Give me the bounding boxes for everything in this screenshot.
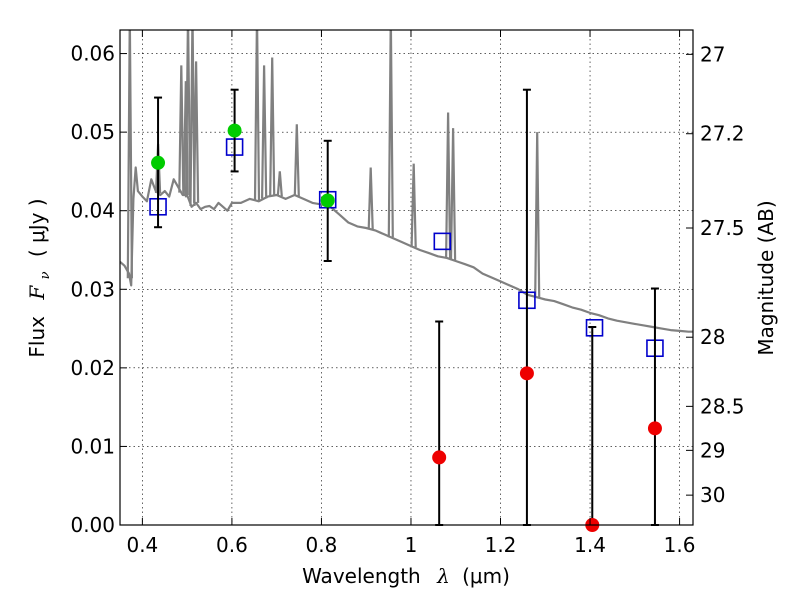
emission-line [534, 132, 541, 298]
x-tick-label: 1.6 [664, 533, 696, 557]
emission-line [276, 171, 283, 197]
emission-line [253, 30, 261, 201]
y-axis-label-unit: ( μJy ) [25, 198, 49, 257]
y2-tick-label: 28.5 [700, 394, 745, 418]
detected-point [227, 123, 242, 138]
model-photometry-point [585, 318, 604, 337]
emission-line [367, 167, 374, 230]
x-tick-label: 1 [405, 533, 418, 557]
x-tick-label: 1.2 [485, 533, 517, 557]
y-tick-label: 0.04 [70, 199, 115, 223]
emission-line [445, 112, 452, 259]
y-tick-label: 0.01 [70, 434, 115, 458]
y-tick-label: 0.06 [70, 42, 115, 66]
grid [120, 30, 693, 526]
y2-tick-label: 28 [700, 325, 725, 349]
emission-line [126, 30, 133, 279]
y-tick-label: 0.02 [70, 356, 115, 380]
y2-tick-label: 27.2 [700, 122, 745, 146]
emission-line [449, 128, 457, 261]
non-detected-point [519, 366, 534, 381]
y-tick-label: 0.03 [70, 277, 115, 301]
plot-frame [119, 29, 694, 526]
x-tick-label: 1.4 [574, 533, 606, 557]
plot-area [120, 30, 704, 358]
x-axis-label: Wavelength λ (μm) [302, 564, 510, 588]
y2-tick-label: 30 [700, 483, 725, 507]
non-detected-point [647, 421, 662, 436]
y-tick-label: 0.00 [70, 513, 115, 537]
detected-point [151, 155, 166, 170]
y-axis-label-text: Flux [25, 316, 49, 358]
x-axis-label-text: Wavelength [302, 564, 421, 588]
emission-line [261, 65, 268, 199]
model-spectrum-line [120, 166, 693, 333]
x-tick-label: 0.6 [216, 533, 248, 557]
detected-point [320, 193, 335, 208]
emission-line [700, 156, 704, 332]
model-photometry-point [433, 232, 452, 251]
emission-line [178, 65, 185, 193]
y2-tick-label: 27.5 [700, 216, 745, 240]
emission-line [193, 61, 200, 203]
emission-line [387, 30, 394, 238]
x-axis-label-symbol: λ [436, 564, 450, 588]
y-tick-label: 0.05 [70, 120, 115, 144]
emission-line [184, 30, 192, 198]
y-axis-label-subscript: ν [38, 271, 53, 279]
y2-axis-label: Magnitude (AB) [754, 200, 778, 355]
x-tick-label: 0.4 [126, 533, 158, 557]
y-axis-label-symbol: F [25, 285, 49, 301]
y2-tick-label: 29 [700, 438, 725, 462]
y2-tick-label: 27 [700, 42, 725, 66]
emission-line [269, 57, 276, 196]
y-axis-label: Flux F ν ( μJy ) [25, 198, 54, 357]
axes: 0.4 0.6 0.8 1 1.2 1.4 1.6 0.00 0.01 0.02 0.03 0.04 0… [70, 30, 745, 557]
non-detected-point [432, 450, 447, 465]
error-bars [151, 88, 662, 532]
emission-line [410, 163, 417, 248]
x-axis-label-unit: (μm) [462, 564, 510, 588]
x-tick-label: 0.8 [306, 533, 338, 557]
emission-line [293, 124, 300, 197]
emission-line [189, 30, 196, 207]
